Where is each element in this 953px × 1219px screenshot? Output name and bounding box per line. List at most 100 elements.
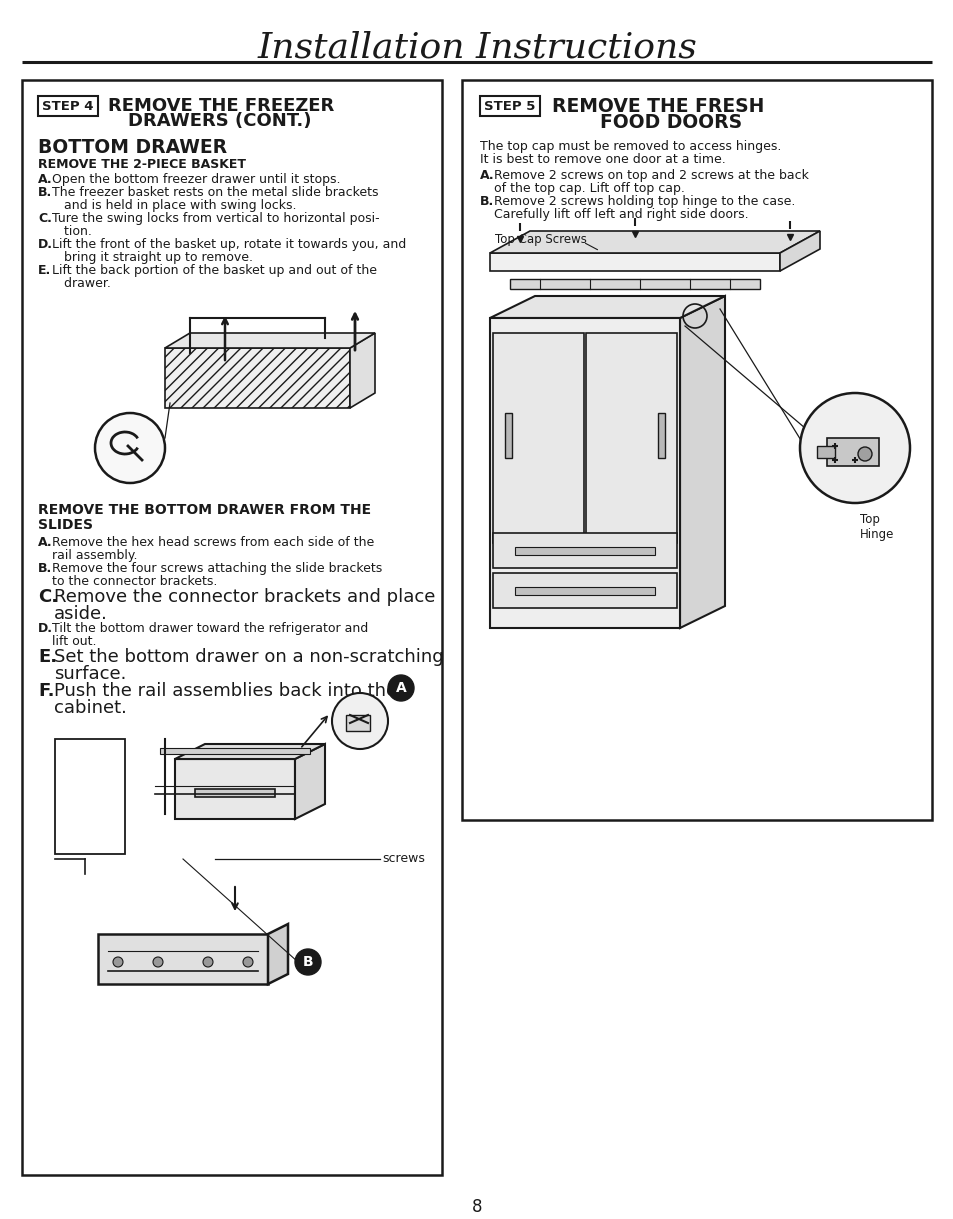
Polygon shape: [174, 744, 325, 759]
Polygon shape: [350, 333, 375, 408]
Bar: [22, 80, 441, 1175]
Bar: [194, 789, 274, 797]
Bar: [38, 96, 98, 116]
Text: BOTTOM DRAWER: BOTTOM DRAWER: [38, 138, 227, 157]
Text: REMOVE THE 2-PIECE BASKET: REMOVE THE 2-PIECE BASKET: [38, 158, 246, 171]
Circle shape: [203, 957, 213, 967]
Bar: [479, 96, 539, 116]
Bar: [55, 739, 125, 855]
Text: Remove the four screws attaching the slide brackets: Remove the four screws attaching the sli…: [52, 562, 382, 575]
Text: of the top cap. Lift off top cap.: of the top cap. Lift off top cap.: [494, 182, 684, 195]
Circle shape: [388, 675, 414, 701]
Bar: [346, 716, 370, 731]
Bar: [585, 333, 677, 542]
Text: B.: B.: [38, 562, 52, 575]
Circle shape: [95, 413, 165, 483]
Text: STEP 5: STEP 5: [484, 100, 536, 112]
Bar: [515, 547, 655, 555]
Circle shape: [294, 950, 320, 975]
Bar: [174, 759, 294, 819]
Text: Open the bottom freezer drawer until it stops.: Open the bottom freezer drawer until it …: [52, 173, 340, 187]
Text: Top Cap Screws: Top Cap Screws: [495, 233, 586, 246]
Text: D.: D.: [38, 238, 53, 251]
Text: A.: A.: [479, 169, 494, 182]
Bar: [493, 333, 583, 542]
Bar: [816, 446, 834, 458]
Text: Carefully lift off left and right side doors.: Carefully lift off left and right side d…: [494, 208, 748, 221]
Text: bring it straight up to remove.: bring it straight up to remove.: [52, 251, 253, 265]
Text: to the connector brackets.: to the connector brackets.: [52, 575, 217, 588]
Circle shape: [857, 447, 871, 461]
Bar: [658, 413, 664, 458]
Text: D.: D.: [38, 622, 53, 635]
Bar: [493, 533, 677, 568]
Text: Installation Instructions: Installation Instructions: [257, 30, 696, 65]
Text: STEP 4: STEP 4: [42, 100, 93, 112]
Polygon shape: [490, 254, 780, 271]
Text: aside.: aside.: [54, 605, 108, 623]
Text: Remove 2 screws on top and 2 screws at the back: Remove 2 screws on top and 2 screws at t…: [494, 169, 808, 182]
Text: lift out.: lift out.: [52, 635, 96, 649]
Text: REMOVE THE BOTTOM DRAWER FROM THE: REMOVE THE BOTTOM DRAWER FROM THE: [38, 503, 371, 517]
Text: DRAWERS (CONT.): DRAWERS (CONT.): [128, 112, 312, 130]
Text: rail assembly.: rail assembly.: [52, 549, 137, 562]
Polygon shape: [294, 744, 325, 819]
Text: FOOD DOORS: FOOD DOORS: [599, 112, 741, 132]
Text: It is best to remove one door at a time.: It is best to remove one door at a time.: [479, 154, 725, 166]
Polygon shape: [268, 924, 288, 984]
Bar: [826, 438, 878, 466]
Text: The freezer basket rests on the metal slide brackets: The freezer basket rests on the metal sl…: [52, 187, 378, 199]
Text: screws: screws: [381, 852, 424, 865]
Bar: [493, 573, 677, 608]
Text: A.: A.: [38, 536, 52, 549]
Bar: [174, 354, 325, 361]
Circle shape: [800, 393, 909, 503]
Bar: [165, 347, 350, 408]
Text: and is held in place with swing locks.: and is held in place with swing locks.: [52, 199, 296, 212]
Polygon shape: [165, 333, 375, 347]
Text: REMOVE THE FREEZER: REMOVE THE FREEZER: [108, 98, 334, 115]
Text: E.: E.: [38, 265, 51, 277]
Bar: [510, 279, 760, 289]
Text: Remove the hex head screws from each side of the: Remove the hex head screws from each sid…: [52, 536, 374, 549]
Bar: [461, 80, 931, 820]
Bar: [504, 413, 512, 458]
Polygon shape: [490, 296, 724, 318]
Text: C.: C.: [38, 212, 51, 226]
Text: F.: F.: [38, 681, 54, 700]
Text: The top cap must be removed to access hinges.: The top cap must be removed to access hi…: [479, 140, 781, 154]
Polygon shape: [679, 296, 724, 628]
Text: 8: 8: [471, 1198, 482, 1217]
Bar: [160, 748, 310, 755]
Text: SLIDES: SLIDES: [38, 518, 92, 531]
Text: B: B: [302, 954, 313, 969]
Bar: [98, 934, 268, 984]
Text: Ture the swing locks from vertical to horizontal posi-: Ture the swing locks from vertical to ho…: [52, 212, 379, 226]
Bar: [490, 318, 679, 628]
Text: Top
Hinge: Top Hinge: [859, 513, 893, 541]
Polygon shape: [490, 230, 820, 254]
Text: Lift the back portion of the basket up and out of the: Lift the back portion of the basket up a…: [52, 265, 376, 277]
Text: A: A: [395, 681, 406, 695]
Text: REMOVE THE FRESH: REMOVE THE FRESH: [552, 96, 763, 116]
Text: A.: A.: [38, 173, 52, 187]
Text: Remove 2 screws holding top hinge to the case.: Remove 2 screws holding top hinge to the…: [494, 195, 795, 208]
Circle shape: [152, 957, 163, 967]
Text: Push the rail assemblies back into the: Push the rail assemblies back into the: [54, 681, 396, 700]
Text: B.: B.: [479, 195, 494, 208]
Text: B.: B.: [38, 187, 52, 199]
Polygon shape: [780, 230, 820, 271]
Text: Set the bottom drawer on a non-scratching: Set the bottom drawer on a non-scratchin…: [54, 649, 443, 666]
Circle shape: [332, 692, 388, 748]
Circle shape: [243, 957, 253, 967]
Text: Tilt the bottom drawer toward the refrigerator and: Tilt the bottom drawer toward the refrig…: [52, 622, 368, 635]
Text: drawer.: drawer.: [52, 277, 111, 290]
Text: cabinet.: cabinet.: [54, 698, 127, 717]
Text: tion.: tion.: [52, 226, 91, 238]
Text: surface.: surface.: [54, 666, 126, 683]
Circle shape: [112, 957, 123, 967]
Text: Lift the front of the basket up, rotate it towards you, and: Lift the front of the basket up, rotate …: [52, 238, 406, 251]
Bar: [515, 588, 655, 595]
Text: E.: E.: [38, 649, 57, 666]
Text: Remove the connector brackets and place: Remove the connector brackets and place: [54, 588, 435, 606]
